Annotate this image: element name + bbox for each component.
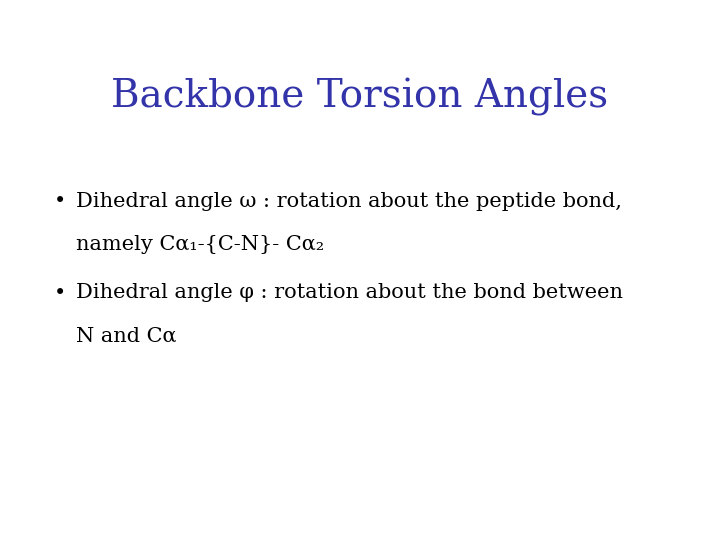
Text: Dihedral angle ω : rotation about the peptide bond,: Dihedral angle ω : rotation about the pe… <box>76 192 621 211</box>
Text: •: • <box>54 284 66 302</box>
Text: N and Cα: N and Cα <box>76 327 176 346</box>
Text: Dihedral angle φ : rotation about the bond between: Dihedral angle φ : rotation about the bo… <box>76 284 623 302</box>
Text: •: • <box>54 192 66 211</box>
Text: Backbone Torsion Angles: Backbone Torsion Angles <box>112 78 608 116</box>
Text: namely Cα₁-{C-N}- Cα₂: namely Cα₁-{C-N}- Cα₂ <box>76 235 324 254</box>
